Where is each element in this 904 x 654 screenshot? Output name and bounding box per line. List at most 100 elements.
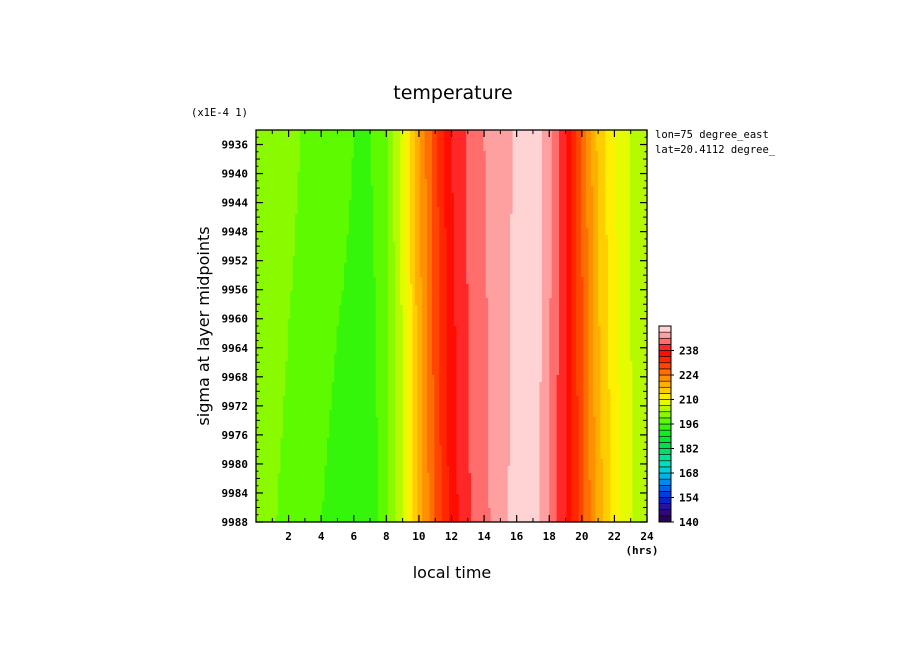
heatmap-cell [343,130,348,138]
heatmap-cell [632,312,636,320]
heatmap-cell [588,340,592,348]
heatmap-cell [522,186,526,194]
heatmap-cell [370,333,374,341]
heatmap-cell [627,263,631,271]
heatmap-cell [285,284,289,292]
heatmap-cell [334,179,338,187]
heatmap-cell [617,305,621,313]
heatmap-cell [615,340,619,348]
heatmap-cell [351,249,355,257]
heatmap-cell [395,270,399,278]
heatmap-cell [566,172,570,180]
heatmap-cell [600,284,604,292]
heatmap-cell [529,130,533,138]
heatmap-cell [314,172,318,180]
heatmap-cell [317,137,321,145]
heatmap-cell [563,340,567,348]
heatmap-cell [395,137,399,145]
heatmap-cell [412,207,416,215]
heatmap-cell [268,249,272,257]
heatmap-cell [412,277,416,285]
heatmap-cell [297,172,301,180]
heatmap-cell [583,172,587,180]
heatmap-cell [258,291,262,299]
heatmap-cell [566,193,570,201]
heatmap-cell [490,326,494,334]
heatmap-cell [505,242,509,250]
heatmap-cell [346,165,350,173]
heatmap-cell [270,263,274,271]
heatmap-cell [512,319,516,327]
heatmap-cell [583,298,587,306]
heatmap-cell [365,277,370,285]
heatmap-cell [339,340,343,348]
heatmap-cell [290,305,294,313]
heatmap-cell [456,130,460,138]
heatmap-cell [578,158,582,166]
heatmap-cell [612,298,616,306]
heatmap-cell [441,193,445,201]
heatmap-cell [449,256,453,264]
heatmap-cell [495,200,499,208]
heatmap-cell [299,235,304,243]
heatmap-cell [405,312,409,320]
heatmap-cell [449,144,453,152]
heatmap-cell [600,186,604,194]
heatmap-cell [544,130,548,138]
heatmap-cell [468,256,472,264]
heatmap-cell [373,137,377,145]
heatmap-cell [309,235,313,243]
heatmap-cell [299,305,304,313]
heatmap-cell [351,235,355,243]
heatmap-cell [603,200,607,208]
heatmap-cell [385,305,389,313]
heatmap-cell [346,242,350,250]
heatmap-cell [346,228,350,236]
heatmap-cell [299,284,304,292]
heatmap-cell [387,228,391,236]
heatmap-cell [461,130,465,138]
heatmap-cell [566,228,570,236]
heatmap-cell [617,130,621,138]
heatmap-cell [502,179,506,187]
heatmap-cell [615,242,619,250]
heatmap-cell [339,319,343,327]
heatmap-cell [610,200,614,208]
heatmap-cell [475,130,479,138]
heatmap-cell [571,228,575,236]
heatmap-cell [285,214,289,222]
heatmap-cell [537,207,541,215]
heatmap-cell [561,228,565,236]
heatmap-cell [488,270,492,278]
heatmap-cell [365,144,370,152]
heatmap-cell [441,284,445,292]
heatmap-cell [385,291,389,299]
heatmap-cell [409,242,413,250]
heatmap-cell [478,256,482,264]
heatmap-cell [375,340,379,348]
heatmap-cell [541,172,545,180]
heatmap-cell [400,172,404,180]
heatmap-cell [600,242,604,250]
heatmap-cell [407,249,411,257]
heatmap-cell [639,305,643,313]
heatmap-cell [568,207,572,215]
heatmap-cell [576,319,580,327]
heatmap-cell [639,186,643,194]
heatmap-cell [622,242,626,250]
heatmap-cell [625,270,629,278]
heatmap-cell [529,263,533,271]
heatmap-cell [490,333,494,341]
heatmap-cell [314,165,318,173]
heatmap-cell [260,179,264,187]
heatmap-cell [515,165,519,173]
heatmap-cell [312,158,316,166]
heatmap-cell [422,214,426,222]
heatmap-cell [573,340,577,348]
heatmap-cell [392,291,396,299]
heatmap-cell [361,277,365,285]
heatmap-cell [554,200,558,208]
heatmap-cell [622,235,626,243]
heatmap-cell [409,158,413,166]
heatmap-cell [324,277,328,285]
